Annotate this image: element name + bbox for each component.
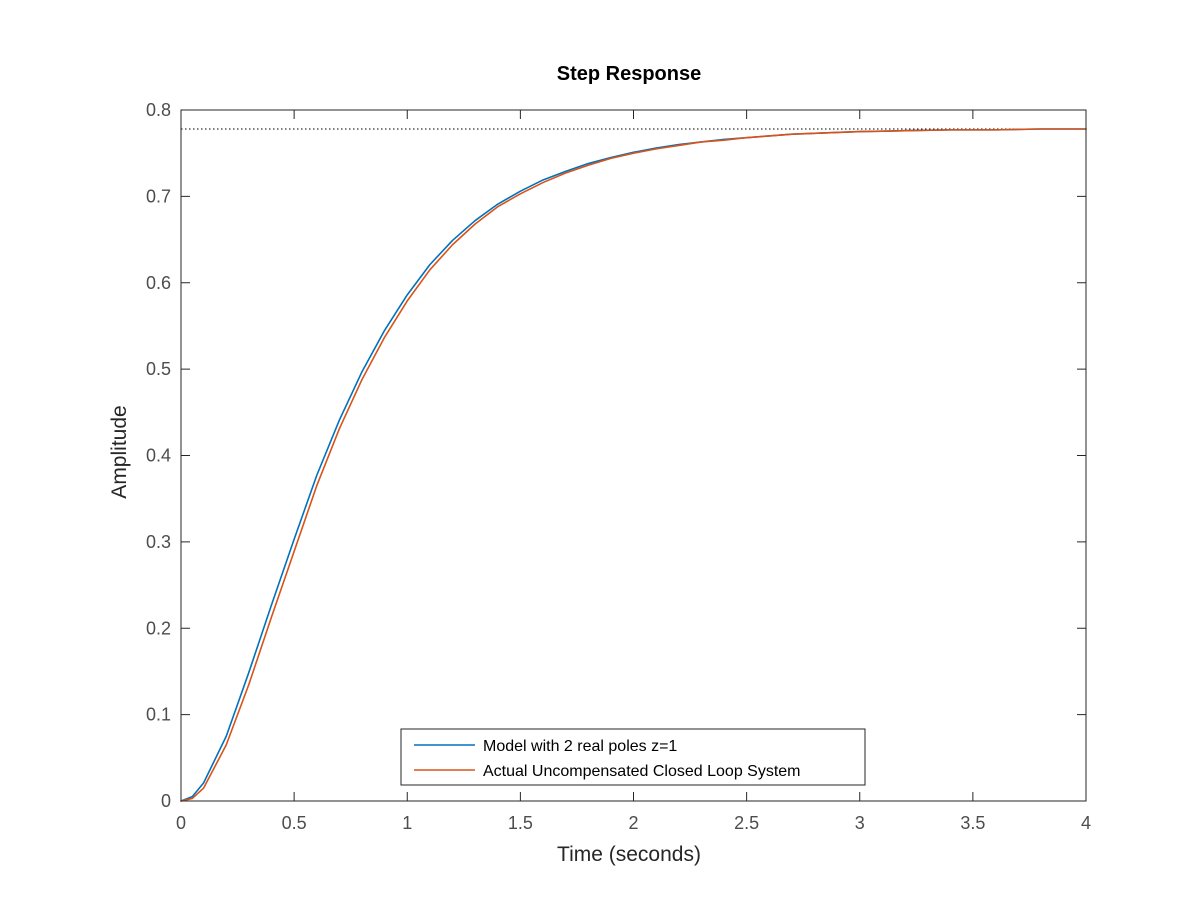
y-tick-label: 0.6 (146, 273, 171, 293)
y-tick-label: 0.2 (146, 618, 171, 638)
y-axis-label: Amplitude (108, 405, 131, 498)
x-tick-label: 1 (402, 813, 412, 833)
y-tick-label: 0.8 (146, 100, 171, 120)
y-tick-label: 0.1 (146, 705, 171, 725)
legend-entry-model: Model with 2 real poles z=1 (483, 738, 677, 755)
y-tick-label: 0.7 (146, 186, 171, 206)
series-line-1 (180, 128, 1087, 802)
legend-entry-actual: Actual Uncompensated Closed Loop System (483, 763, 801, 780)
x-tick-label: 4 (1081, 813, 1091, 833)
tick-layer: 0 0.5 1 1.5 2 2.5 3 3.5 4 0 0.1 0.2 0.3 0.4 0.5 0.6 0.7 0… (146, 100, 1091, 833)
y-tick-label: 0.4 (146, 446, 171, 466)
series-layer (180, 128, 1087, 802)
chart-title: Step Response (557, 63, 701, 85)
legend-box (400, 728, 866, 786)
y-tick-label: 0.3 (146, 532, 171, 552)
x-tick-label: 3 (855, 813, 865, 833)
x-tick-label: 1.5 (508, 813, 533, 833)
x-tick-label: 0 (176, 813, 186, 833)
x-tick-label: 2.5 (734, 813, 759, 833)
y-tick-label: 0 (161, 791, 171, 811)
x-tick-label: 3.5 (960, 813, 985, 833)
plot-background (181, 110, 1086, 801)
legend: Model with 2 real poles z=1 Actual Uncom… (400, 728, 866, 786)
x-tick-label: 2 (628, 813, 638, 833)
x-axis-label: Time (seconds) (557, 843, 701, 866)
y-tick-label: 0.5 (146, 359, 171, 379)
x-tick-label: 0.5 (282, 813, 307, 833)
